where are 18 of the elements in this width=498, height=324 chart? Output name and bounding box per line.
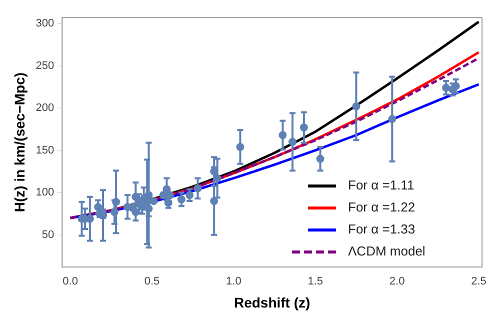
x-tick-label: 2.5 xyxy=(471,276,486,288)
x-tick-label: 0.0 xyxy=(62,276,78,288)
y-tick-label: 100 xyxy=(36,186,54,199)
legend-label: For α =1.11 xyxy=(348,178,414,193)
y-tick-label: 50 xyxy=(42,228,54,241)
legend-label: ΛCDM model xyxy=(348,244,426,259)
legend-label: For α =1.22 xyxy=(348,200,416,215)
x-tick-label: 2.0 xyxy=(389,276,405,288)
x-tick-label: 0.5 xyxy=(144,276,160,288)
y-axis-title: H(z) in km/(sec−Mpc) xyxy=(11,72,28,212)
y-tick-label: 300 xyxy=(36,18,54,30)
x-tick-label: 1.5 xyxy=(308,276,324,288)
x-tick-label: 1.0 xyxy=(226,276,242,288)
legend-label: For α =1.33 xyxy=(348,222,416,237)
y-tick-label: 200 xyxy=(36,102,54,114)
y-tick-label: 150 xyxy=(36,144,54,156)
x-axis-title: Redshift (z) xyxy=(234,294,310,310)
y-tick-label: 250 xyxy=(36,60,54,72)
